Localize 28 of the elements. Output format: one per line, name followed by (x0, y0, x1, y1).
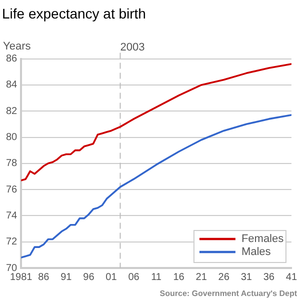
legend-label: Males (241, 246, 272, 258)
source-note: Source: Government Actuary's Dept (160, 289, 298, 298)
chart-title: Life expectancy at birth (2, 5, 146, 22)
x-tick-label: 36 (263, 272, 275, 283)
x-tick-label: 01 (106, 272, 118, 283)
x-tick-label: 21 (196, 272, 208, 283)
x-tick-label: 41 (286, 272, 298, 283)
x-tick-label: 96 (83, 272, 95, 283)
y-tick-label: 70 (6, 262, 18, 274)
y-tick-label: 72 (6, 236, 18, 248)
y-tick-label: 74 (6, 210, 18, 222)
ref-line-label: 2003 (120, 41, 145, 54)
y-tick-label: 76 (6, 184, 18, 196)
y-tick-label: 86 (6, 54, 18, 65)
x-tick-label: 26 (218, 272, 230, 283)
x-tick-label: 91 (60, 272, 72, 283)
x-tick-label: 86 (38, 272, 50, 283)
y-tick-label: 78 (6, 158, 18, 170)
x-tick-label: 06 (128, 272, 140, 283)
x-tick-label: 1981 (10, 272, 33, 283)
x-tick-label: 31 (240, 272, 252, 283)
legend-label: Females (241, 233, 284, 246)
y-tick-label: 82 (6, 106, 18, 117)
y-axis-title: Years (3, 40, 32, 52)
x-tick-label: 16 (173, 272, 185, 283)
y-tick-label: 84 (6, 80, 18, 91)
x-tick-label: 11 (151, 272, 162, 283)
y-tick-label: 80 (6, 132, 18, 143)
